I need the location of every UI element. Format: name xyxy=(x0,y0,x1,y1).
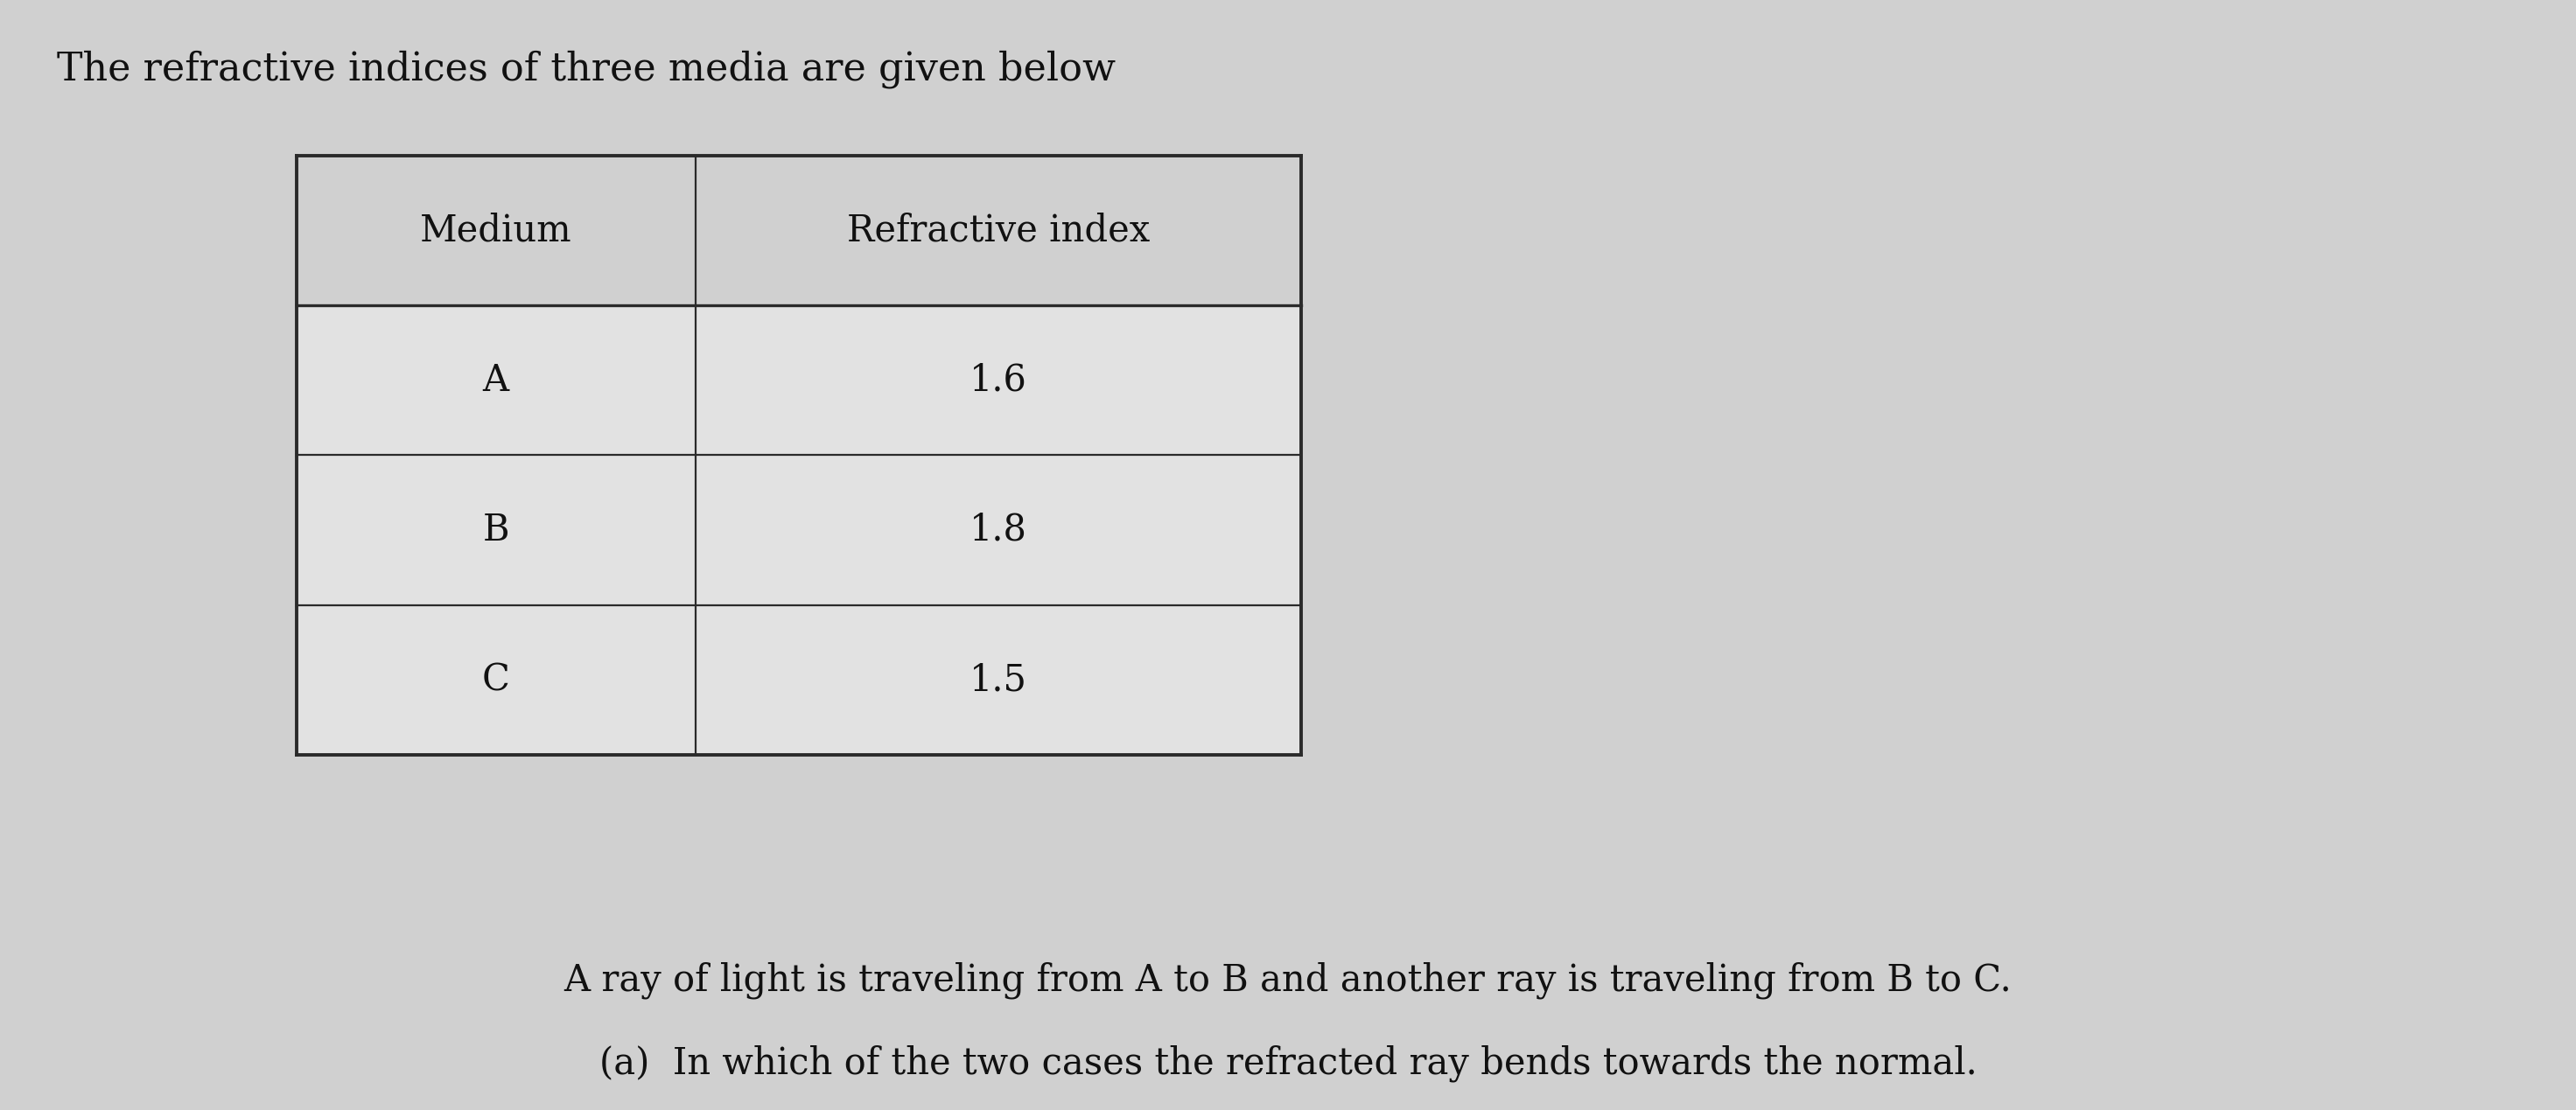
Text: C: C xyxy=(482,662,510,698)
Text: A ray of light is traveling from A to B and another ray is traveling from B to C: A ray of light is traveling from A to B … xyxy=(564,962,2012,999)
Text: (a)  In which of the two cases the refracted ray bends towards the normal.: (a) In which of the two cases the refrac… xyxy=(600,1046,1976,1082)
Text: The refractive indices of three media are given below: The refractive indices of three media ar… xyxy=(57,50,1115,88)
Bar xyxy=(696,605,1301,755)
Bar xyxy=(296,305,696,455)
Text: A: A xyxy=(482,362,510,398)
Text: Medium: Medium xyxy=(420,212,572,249)
Bar xyxy=(696,155,1301,305)
Text: Refractive index: Refractive index xyxy=(848,212,1149,249)
Text: 1.5: 1.5 xyxy=(969,662,1028,698)
Bar xyxy=(296,605,696,755)
Bar xyxy=(296,155,696,305)
Bar xyxy=(296,455,696,605)
Text: 1.6: 1.6 xyxy=(969,362,1028,398)
Bar xyxy=(696,305,1301,455)
Bar xyxy=(696,455,1301,605)
Text: B: B xyxy=(482,512,510,548)
Text: 1.8: 1.8 xyxy=(969,512,1028,548)
